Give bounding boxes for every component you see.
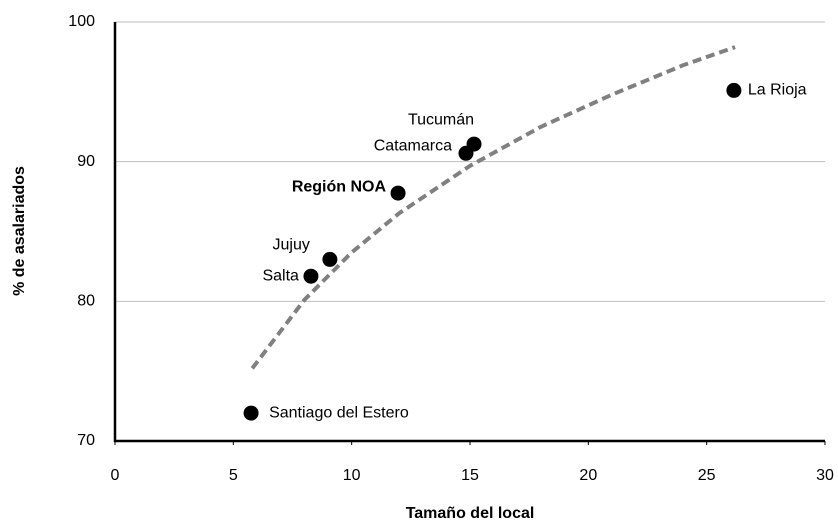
trend-line [250,45,736,370]
point [303,268,319,284]
x-tick-label: 0 [111,467,120,484]
x-axis-label: Tamaño del local [406,505,535,522]
point-label: Jujuy [273,237,310,254]
point [466,136,482,152]
y-axis-label: % de asalariados [11,166,28,296]
point [243,405,259,421]
point-label: Santiago del Estero [269,404,409,421]
x-tick-label: 15 [461,467,479,484]
point-label: Catamarca [374,138,452,155]
point-label: La Rioja [748,82,807,99]
y-tick-label: 70 [77,432,95,449]
y-tick-label: 100 [68,13,95,30]
x-tick-label: 20 [579,467,597,484]
point [322,251,338,267]
point-label: Tucumán [408,111,474,128]
point-label: Salta [262,267,299,284]
x-tick-label: 30 [816,467,834,484]
point-label: Región NOA [292,178,387,195]
y-tick-label: 90 [77,153,95,170]
x-tick-label: 5 [229,467,238,484]
x-tick-label: 25 [698,467,716,484]
point [390,185,406,201]
x-tick-label: 10 [343,467,361,484]
point [726,82,742,98]
y-tick-label: 80 [77,293,95,310]
